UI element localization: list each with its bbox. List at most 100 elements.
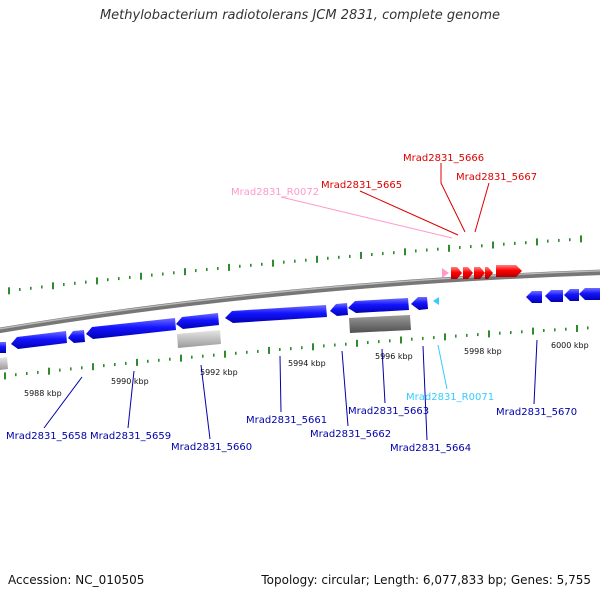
gene-label-mrad2831-5659[interactable]: Mrad2831_5659 — [90, 431, 171, 442]
tick-mark — [48, 367, 50, 375]
tick-mark — [290, 347, 292, 351]
tick-mark — [492, 241, 494, 249]
feature-mrad2831-5667[interactable] — [474, 267, 485, 279]
tick-mark — [477, 333, 479, 337]
tick-mark — [327, 256, 329, 260]
tick-mark — [239, 264, 241, 268]
tick-mark — [437, 247, 439, 251]
tick-mark — [59, 368, 61, 372]
gene-label-mrad2831-5666[interactable]: Mrad2831_5666 — [403, 153, 484, 164]
feature-mrad2831-5658[interactable] — [11, 331, 67, 349]
tick-mark — [345, 342, 347, 346]
tick-mark — [488, 330, 490, 338]
gene-label-mrad2831-5664[interactable]: Mrad2831_5664 — [390, 443, 471, 454]
tick-mark — [305, 258, 307, 262]
gene-label-mrad2831-5667[interactable]: Mrad2831_5667 — [456, 172, 537, 183]
tick-mark — [569, 238, 571, 242]
tick-mark — [26, 372, 28, 375]
tick-mark — [426, 248, 428, 252]
gene-label-mrad2831-5660[interactable]: Mrad2831_5660 — [171, 442, 252, 453]
tick-mark — [4, 372, 6, 380]
feature-mrad2831-5662[interactable] — [330, 303, 348, 316]
tick-mark — [521, 330, 523, 334]
tick-mark — [371, 253, 373, 256]
tick-mark — [114, 363, 116, 366]
gene-label-mrad2831-5670[interactable]: Mrad2831_5670 — [496, 407, 577, 418]
forward-strand-features — [442, 265, 522, 279]
tick-mark — [301, 346, 303, 350]
tick-mark — [433, 336, 435, 340]
misc-feature-block-left[interactable] — [0, 357, 8, 370]
gene-label-mrad2831-r0072[interactable]: Mrad2831_R0072 — [231, 187, 319, 198]
feature-mrad2831-5666[interactable] — [463, 267, 473, 279]
feature-mrad2831-5673[interactable] — [579, 288, 600, 300]
scale-label-5994: 5994 kbp — [288, 359, 326, 368]
accession-text: Accession: NC_010505 — [8, 573, 145, 587]
tick-mark — [224, 350, 226, 358]
tick-mark — [8, 287, 10, 295]
tick-mark — [525, 241, 527, 245]
tick-mark — [136, 358, 138, 366]
feature-mrad2831-5670[interactable] — [526, 291, 542, 303]
tick-mark — [261, 262, 263, 266]
tick-mark — [74, 281, 76, 285]
tick-mark — [213, 353, 215, 357]
tick-mark — [19, 288, 21, 291]
feature-mrad2831-5663[interactable] — [348, 298, 409, 313]
gene-label-mrad2831-5658[interactable]: Mrad2831_5658 — [6, 431, 87, 442]
feature-mrad2831-5668[interactable] — [485, 267, 493, 279]
genome-backbone — [0, 269, 600, 334]
feature-mrad2831-5665[interactable] — [451, 267, 462, 279]
tick-mark — [367, 341, 369, 344]
gene-label-mrad2831-r0071[interactable]: Mrad2831_R0071 — [406, 392, 494, 403]
tick-mark — [378, 340, 380, 344]
tick-mark — [356, 339, 358, 347]
tick-mark — [70, 367, 72, 371]
tick-mark — [554, 328, 556, 332]
tick-mark — [235, 351, 237, 355]
gene-label-mrad2831-5663[interactable]: Mrad2831_5663 — [348, 406, 429, 417]
gene-label-mrad2831-5662[interactable]: Mrad2831_5662 — [310, 429, 391, 440]
feature-mrad2831-r0071[interactable] — [433, 297, 439, 305]
misc-feature-block-5660[interactable] — [177, 330, 221, 348]
tick-mark — [547, 239, 549, 243]
tick-mark — [63, 283, 65, 286]
tick-mark — [250, 263, 252, 267]
leader-lines — [43, 163, 538, 441]
tick-mark — [312, 343, 314, 351]
scale-label-5996: 5996 kbp — [375, 352, 413, 361]
tick-mark — [389, 339, 391, 343]
feature-mrad2831-5669[interactable] — [496, 265, 522, 277]
tick-mark — [246, 350, 248, 354]
tick-mark — [184, 268, 186, 276]
tick-mark — [323, 344, 325, 348]
feature-mrad2831-5664[interactable] — [411, 297, 428, 310]
tick-mark — [129, 275, 131, 279]
tick-mark — [565, 327, 567, 331]
tick-mark — [147, 359, 149, 363]
tick-mark — [257, 349, 259, 353]
tick-mark — [283, 260, 285, 264]
tick-mark — [41, 285, 43, 289]
scale-labels: 5988 kbp 5990 kbp 5992 kbp 5994 kbp 5996… — [24, 341, 589, 398]
feature-mrad2831-5657[interactable] — [0, 342, 6, 353]
tick-mark — [158, 358, 160, 362]
feature-mrad2831-5661[interactable] — [225, 305, 327, 323]
feature-mrad2831-5671[interactable] — [545, 290, 563, 302]
gene-label-mrad2831-5661[interactable]: Mrad2831_5661 — [246, 415, 327, 426]
feature-mrad2831-5660[interactable] — [176, 313, 219, 329]
feature-mrad2831-5659a[interactable] — [68, 330, 85, 343]
tick-mark — [393, 251, 395, 255]
feature-mrad2831-5659[interactable] — [86, 318, 176, 339]
misc-feature-block-5663[interactable] — [349, 315, 411, 333]
tick-mark — [400, 336, 402, 344]
scale-label-6000: 6000 kbp — [551, 341, 589, 350]
tick-mark — [103, 364, 105, 368]
tick-mark — [85, 280, 87, 284]
tick-mark — [415, 249, 417, 253]
feature-mrad2831-5672[interactable] — [564, 289, 579, 301]
gene-label-mrad2831-5665[interactable]: Mrad2831_5665 — [321, 180, 402, 191]
feature-mrad2831-r0072[interactable] — [442, 268, 449, 278]
scale-label-5990: 5990 kbp — [111, 377, 149, 386]
